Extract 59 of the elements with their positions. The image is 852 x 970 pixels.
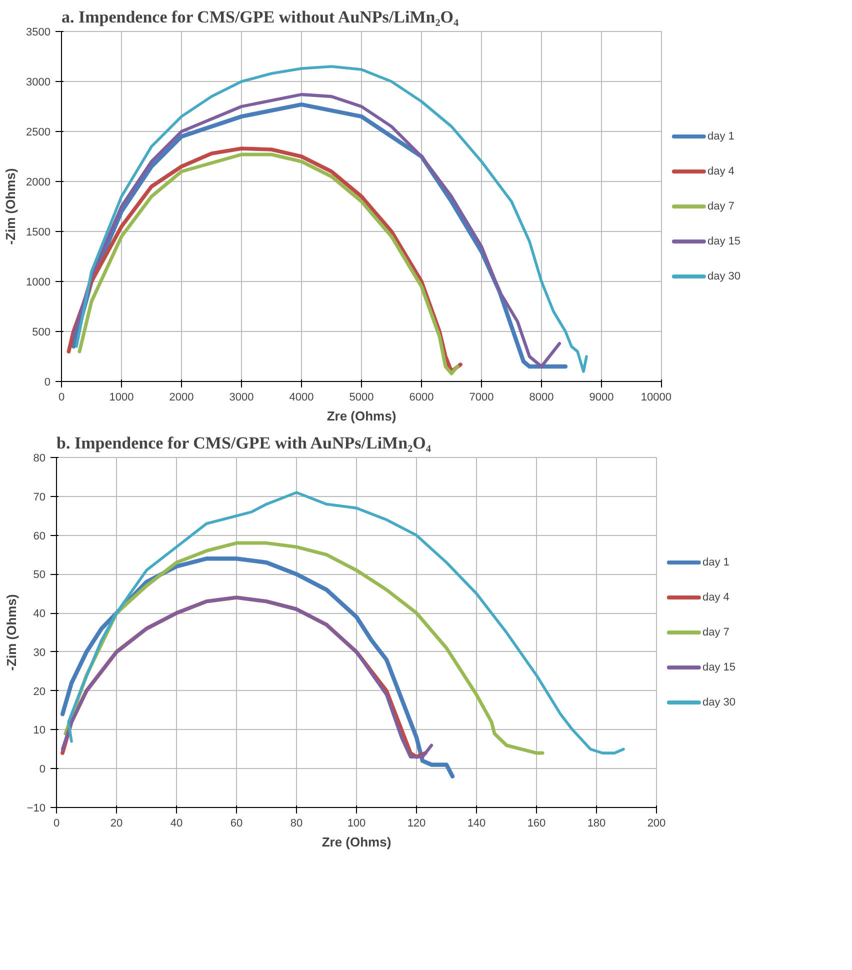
y-tick-label: 20: [33, 686, 46, 698]
x-tick-label: 4000: [289, 392, 314, 404]
legend-label: day 7: [702, 626, 730, 638]
line-series: [67, 491, 625, 754]
x-axis-title: Zre (Ohms): [322, 834, 392, 850]
x-tick-label: 40: [170, 818, 183, 830]
y-tick-label: 0: [39, 764, 46, 776]
x-tick-label: 6000: [409, 392, 434, 404]
x-tick-label: 10000: [640, 392, 672, 404]
y-tick-label: 0: [44, 376, 51, 388]
x-tick-label: 20: [110, 818, 123, 830]
legend-label: day 1: [702, 556, 730, 568]
x-tick-label: 5000: [349, 392, 374, 404]
y-tick-label: 2000: [26, 176, 51, 188]
y-tick-label: 30: [33, 646, 46, 659]
x-tick-label: 200: [647, 818, 666, 830]
x-tick-label: 160: [527, 818, 546, 830]
legend-label: day 4: [708, 166, 734, 178]
x-tick-label: 60: [230, 818, 243, 830]
x-tick-label: 180: [587, 818, 606, 830]
y-tick-label: 500: [32, 326, 51, 338]
y-tick-label: 80: [33, 452, 46, 464]
y-axis-title: -Zim (Ohms): [4, 594, 19, 671]
y-tick-label: 70: [33, 491, 46, 504]
y-tick-label: 60: [33, 530, 46, 542]
legend-label: day 30: [708, 270, 741, 282]
y-tick-label: 1500: [26, 226, 51, 238]
chart-title: b. Impendence for CMS/GPE with AuNPs/LiMn₂O₄: [56, 434, 431, 452]
y-tick-label: 10: [33, 724, 46, 737]
legend-label: day 7: [708, 200, 734, 212]
x-tick-label: 1000: [109, 392, 134, 404]
line-series: [60, 556, 455, 778]
y-tick-label: 40: [33, 608, 46, 620]
x-tick-label: 8000: [529, 392, 554, 404]
x-tick-label: 7000: [469, 392, 494, 404]
x-tick-label: 2000: [169, 392, 194, 404]
y-tick-label: 1000: [26, 276, 51, 288]
x-tick-label: 0: [58, 392, 65, 404]
legend-label: day 4: [702, 592, 730, 604]
y-tick-label: 2500: [26, 126, 51, 138]
x-axis-title: Zre (Ohms): [326, 408, 396, 424]
y-axis-title: -Zim (Ohms): [3, 168, 18, 245]
legend-label: day 30: [702, 696, 736, 708]
y-tick-label: 3500: [26, 26, 51, 38]
x-tick-label: 100: [347, 818, 366, 830]
legend-label: day 1: [708, 130, 734, 142]
legend-label: day 15: [708, 236, 741, 248]
x-tick-label: 0: [53, 818, 60, 830]
line-series: [75, 65, 588, 373]
x-tick-label: 80: [290, 818, 303, 830]
y-tick-label: −10: [26, 802, 46, 814]
x-tick-label: 120: [407, 818, 426, 830]
legend-label: day 15: [702, 662, 736, 674]
x-tick-label: 140: [467, 818, 486, 830]
x-tick-label: 3000: [229, 392, 254, 404]
y-tick-label: 3000: [26, 76, 51, 88]
x-tick-label: 9000: [589, 392, 614, 404]
y-tick-label: 50: [33, 569, 46, 582]
chart-title: a. Impendence for CMS/GPE without AuNPs/LiMn₂O₄: [62, 8, 459, 26]
